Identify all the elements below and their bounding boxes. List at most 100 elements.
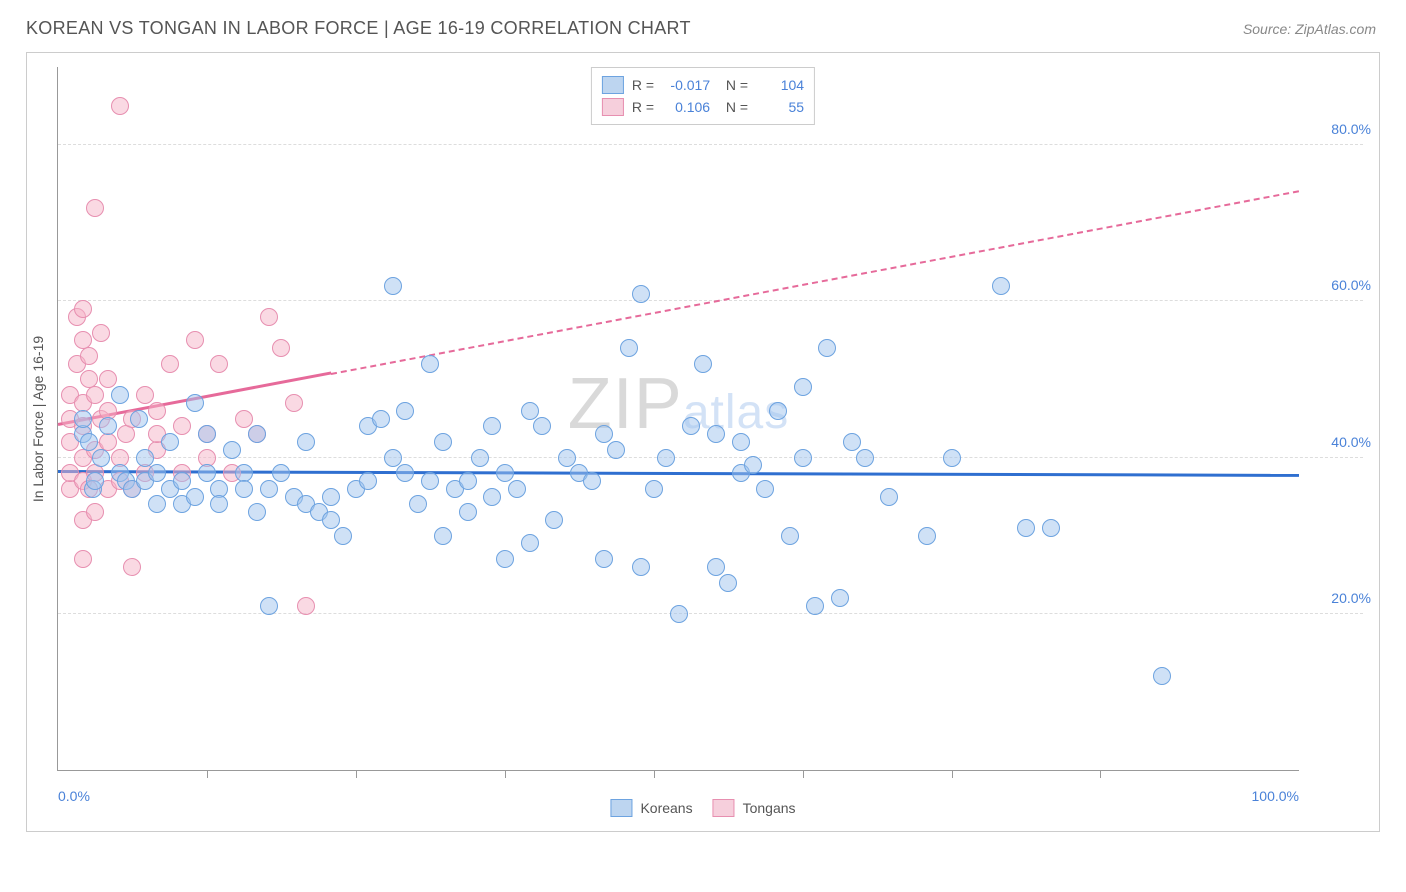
data-point-korean: [186, 488, 204, 506]
legend-swatch-korean: [610, 799, 632, 817]
swatch-korean: [602, 76, 624, 94]
data-point-tongan: [210, 355, 228, 373]
y-tick-label: 60.0%: [1311, 277, 1371, 293]
data-point-korean: [322, 488, 340, 506]
data-point-korean: [657, 449, 675, 467]
stat-r-label: R =: [632, 99, 654, 115]
data-point-korean: [732, 433, 750, 451]
chart-title: KOREAN VS TONGAN IN LABOR FORCE | AGE 16…: [26, 18, 691, 39]
gridline: [58, 144, 1363, 145]
data-point-korean: [434, 433, 452, 451]
data-point-korean: [186, 394, 204, 412]
data-point-tongan: [86, 199, 104, 217]
data-point-korean: [396, 402, 414, 420]
data-point-tongan: [92, 324, 110, 342]
data-point-korean: [260, 597, 278, 615]
data-point-korean: [223, 441, 241, 459]
data-point-korean: [248, 425, 266, 443]
data-point-korean: [533, 417, 551, 435]
data-point-korean: [818, 339, 836, 357]
legend-label-tongan: Tongans: [743, 800, 796, 816]
x-tick-label: 100.0%: [1252, 788, 1299, 804]
data-point-korean: [707, 558, 725, 576]
data-point-korean: [74, 410, 92, 428]
data-point-korean: [806, 597, 824, 615]
stat-n-tongan: 55: [756, 99, 804, 115]
data-point-tongan: [117, 425, 135, 443]
data-point-korean: [769, 402, 787, 420]
data-point-korean: [595, 425, 613, 443]
legend-swatch-tongan: [713, 799, 735, 817]
data-point-korean: [421, 472, 439, 490]
data-point-korean: [1017, 519, 1035, 537]
data-point-korean: [210, 495, 228, 513]
data-point-tongan: [148, 402, 166, 420]
data-point-korean: [272, 464, 290, 482]
x-tick: [207, 770, 208, 778]
stat-r-tongan: 0.106: [662, 99, 710, 115]
data-point-tongan: [235, 410, 253, 428]
x-tick: [803, 770, 804, 778]
data-point-korean: [434, 527, 452, 545]
gridline: [58, 457, 1363, 458]
data-point-tongan: [86, 386, 104, 404]
data-point-korean: [521, 534, 539, 552]
x-tick: [356, 770, 357, 778]
stat-n-label: N =: [718, 99, 748, 115]
data-point-korean: [545, 511, 563, 529]
swatch-tongan: [602, 98, 624, 116]
data-point-korean: [719, 574, 737, 592]
data-point-korean: [80, 433, 98, 451]
data-point-korean: [794, 449, 812, 467]
data-point-korean: [322, 511, 340, 529]
stat-n-korean: 104: [756, 77, 804, 93]
stats-legend: R = -0.017 N = 104 R = 0.106 N = 55: [591, 67, 815, 125]
data-point-korean: [86, 472, 104, 490]
data-point-korean: [508, 480, 526, 498]
data-point-tongan: [99, 370, 117, 388]
stat-r-label: R =: [632, 77, 654, 93]
data-point-tongan: [285, 394, 303, 412]
data-point-korean: [645, 480, 663, 498]
data-point-tongan: [74, 300, 92, 318]
data-point-korean: [831, 589, 849, 607]
chart-header: KOREAN VS TONGAN IN LABOR FORCE | AGE 16…: [0, 0, 1406, 49]
data-point-korean: [707, 425, 725, 443]
y-axis-label: In Labor Force | Age 16-19: [30, 335, 46, 501]
data-point-korean: [173, 472, 191, 490]
data-point-korean: [111, 386, 129, 404]
data-point-tongan: [111, 97, 129, 115]
data-point-tongan: [136, 386, 154, 404]
stats-row-tongan: R = 0.106 N = 55: [602, 96, 804, 118]
data-point-korean: [632, 285, 650, 303]
plot-area: In Labor Force | Age 16-19 ZIPatlas 20.0…: [57, 67, 1299, 771]
data-point-korean: [694, 355, 712, 373]
data-point-korean: [148, 464, 166, 482]
data-point-tongan: [260, 308, 278, 326]
chart-source: Source: ZipAtlas.com: [1243, 21, 1376, 37]
data-point-tongan: [74, 550, 92, 568]
data-point-korean: [248, 503, 266, 521]
x-tick: [654, 770, 655, 778]
data-point-korean: [744, 456, 762, 474]
y-tick-label: 20.0%: [1311, 590, 1371, 606]
data-point-korean: [359, 472, 377, 490]
data-point-tongan: [186, 331, 204, 349]
data-point-korean: [794, 378, 812, 396]
data-point-korean: [880, 488, 898, 506]
data-point-korean: [781, 527, 799, 545]
data-point-korean: [198, 425, 216, 443]
data-point-korean: [583, 472, 601, 490]
gridline: [58, 613, 1363, 614]
data-point-korean: [943, 449, 961, 467]
data-point-korean: [471, 449, 489, 467]
legend-item-korean: Koreans: [610, 799, 692, 817]
data-point-korean: [918, 527, 936, 545]
data-point-korean: [620, 339, 638, 357]
data-point-korean: [297, 433, 315, 451]
data-point-korean: [483, 417, 501, 435]
data-point-korean: [483, 488, 501, 506]
regression-line: [331, 190, 1299, 375]
data-point-korean: [92, 449, 110, 467]
data-point-korean: [198, 464, 216, 482]
